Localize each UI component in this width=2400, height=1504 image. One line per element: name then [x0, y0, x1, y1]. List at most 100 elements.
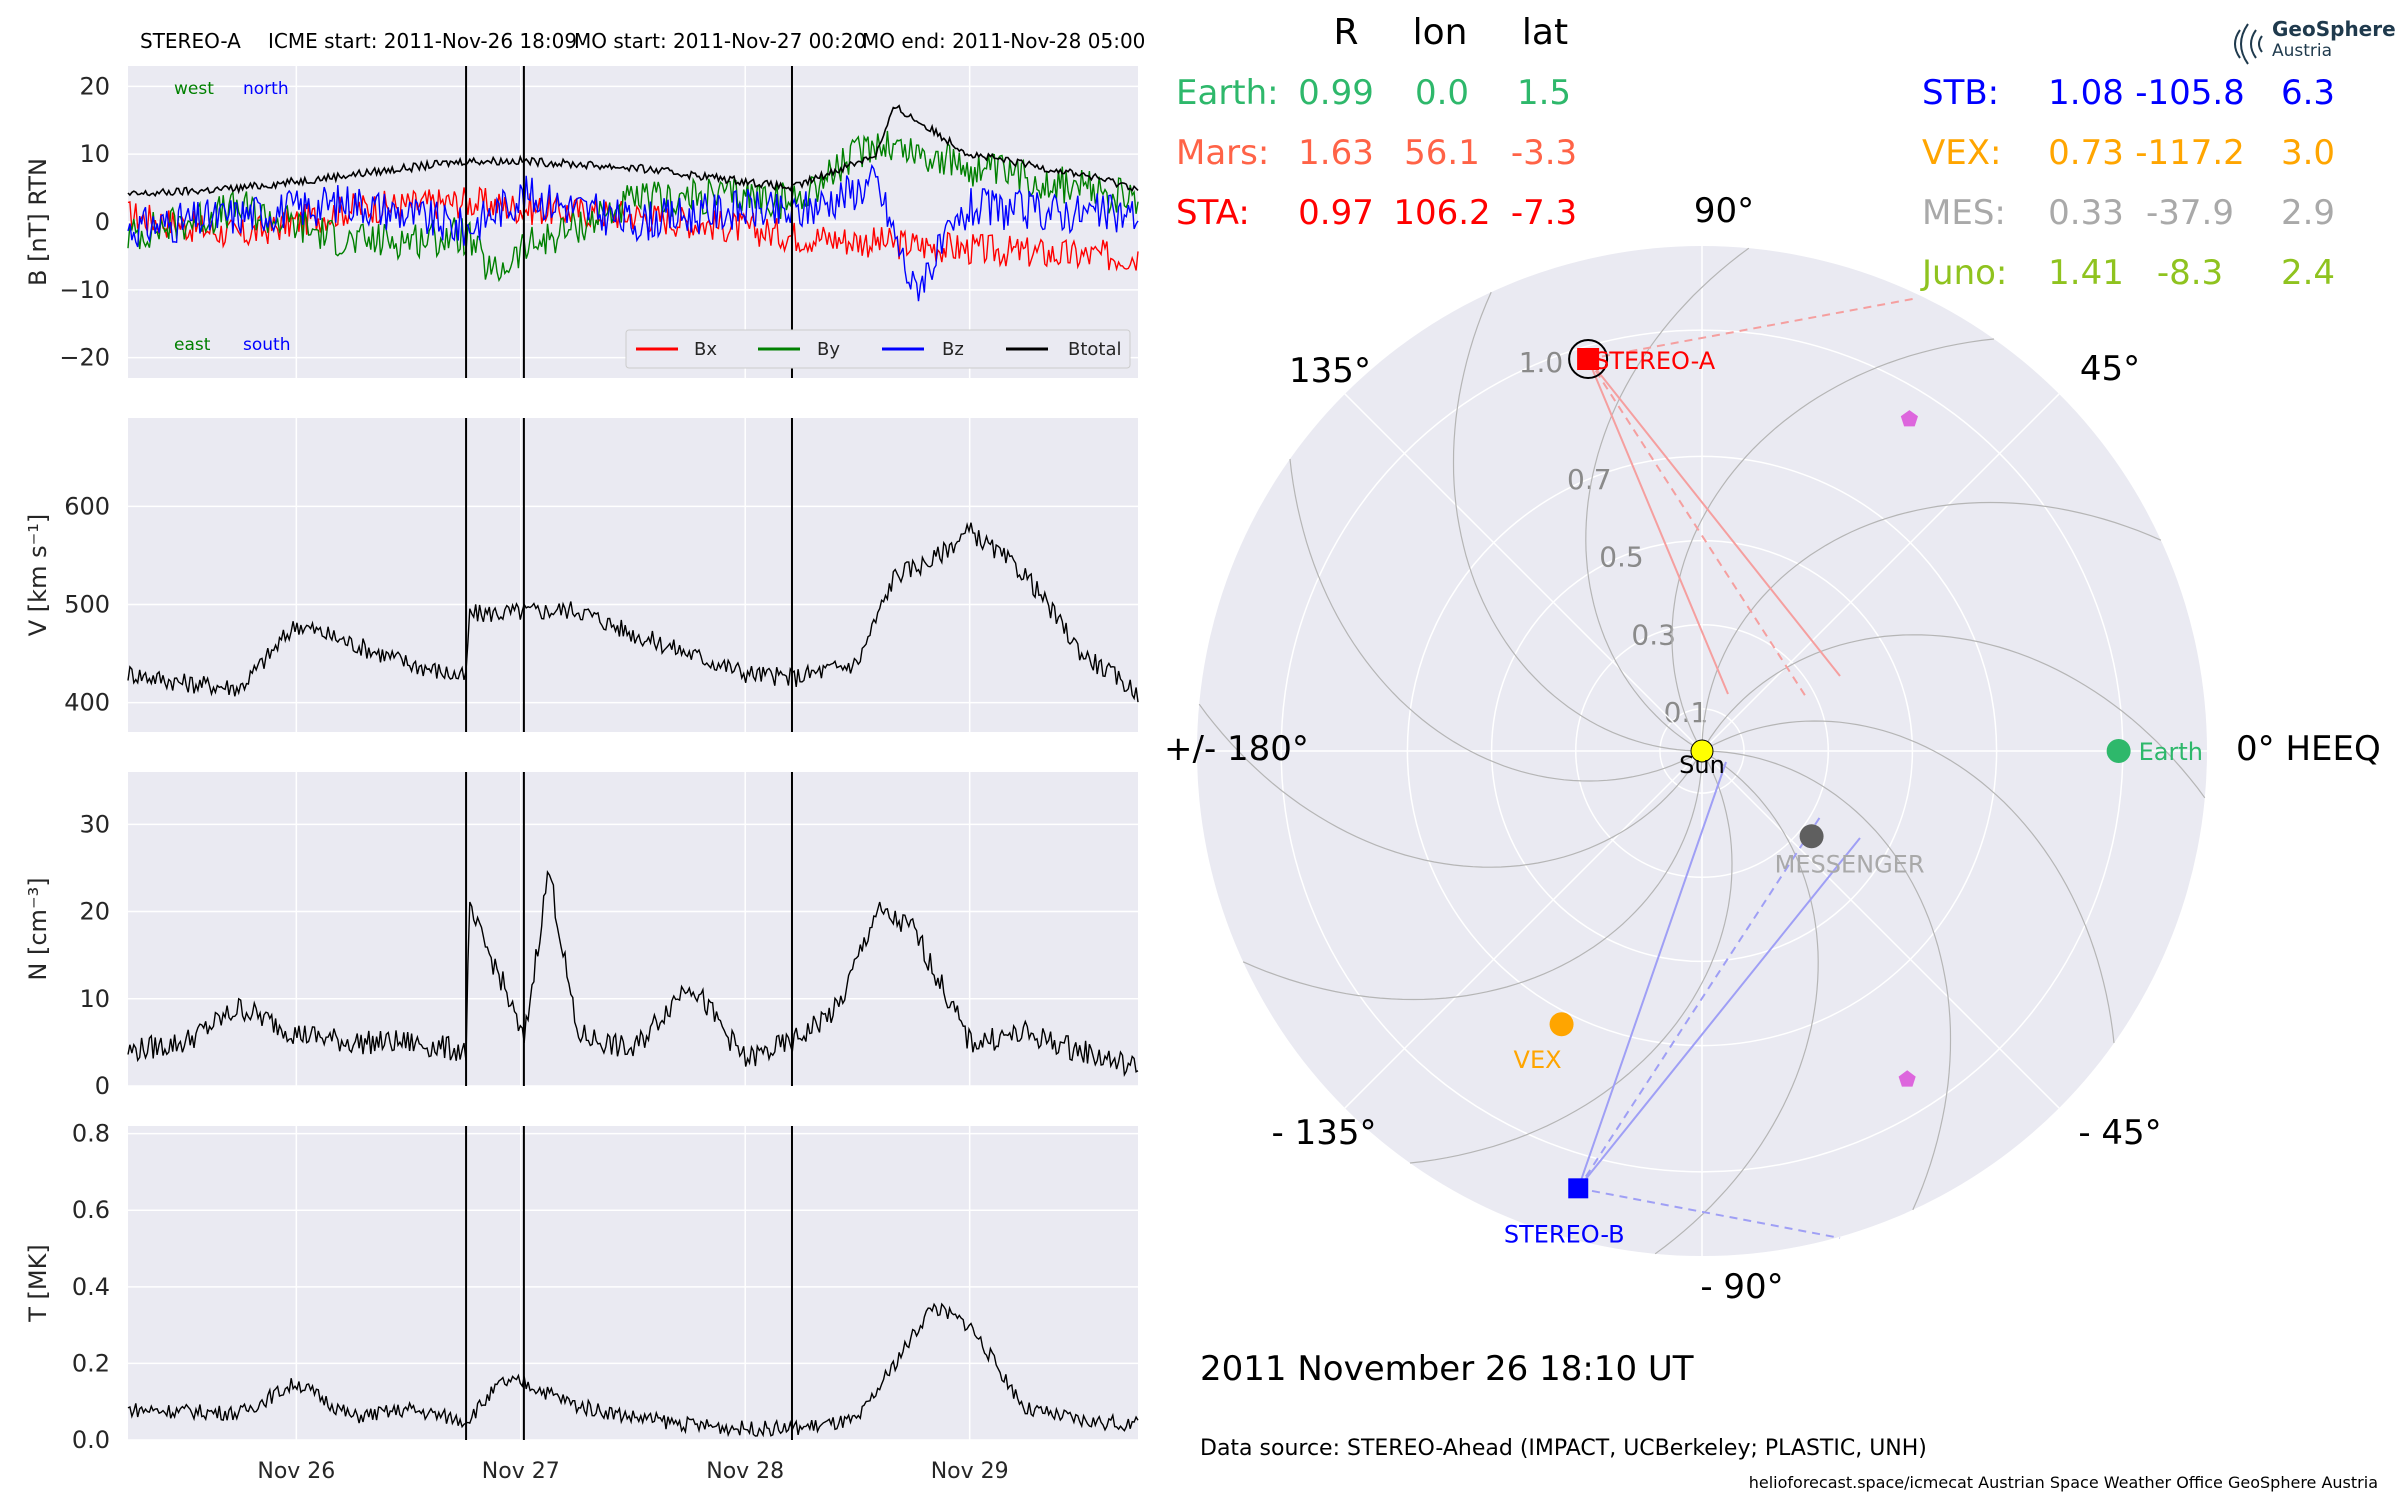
body-messenger-marker: [1799, 824, 1824, 849]
pos-lat: 6.3: [2281, 73, 2335, 113]
angle-label: 0° HEEQ: [2236, 729, 2381, 769]
pos-header-lon: lon: [1413, 12, 1468, 53]
body-stereo-b-marker: [1568, 1178, 1589, 1199]
polar-spoke: [1701, 393, 2060, 752]
sta-highlight-ring: [1568, 339, 1609, 380]
r-tick-label: 0.5: [1599, 541, 1644, 574]
panel-temperature: 0.0 0.2 0.4 0.6 0.8 Nov 26 Nov 27 Nov 28 Nov 29 T…: [24, 1120, 1139, 1484]
series-line-n: [127, 870, 1139, 1078]
legend-bx-label: Bx: [694, 339, 717, 360]
pos-name: VEX:: [1922, 133, 2002, 173]
legend-box: [625, 329, 1131, 369]
panel-density: 0 10 20 30 N [cm⁻³]: [24, 772, 1139, 1100]
legend-by-label: By: [817, 339, 840, 360]
pos-name: STB:: [1922, 73, 1999, 113]
xtick-label: Nov 26: [257, 1459, 335, 1484]
pos-r: 0.73: [2048, 133, 2124, 173]
pos-r: 0.97: [1298, 193, 1374, 233]
stb-fov-line: [1577, 761, 1727, 1189]
parker-spiral: [1242, 759, 1703, 1001]
geosphere-logo-icon: [2234, 23, 2263, 65]
body-stereo-a-label: STEREO-A: [1594, 347, 1716, 375]
pos-name: STA:: [1176, 193, 1250, 233]
footer-data-source: Data source: STEREO-Ahead (IMPACT, UCBer…: [1200, 1436, 1927, 1461]
pos-name: MES:: [1922, 193, 2006, 233]
angle-label: - 135°: [1272, 1113, 1377, 1153]
pos-lat: 2.4: [2281, 253, 2335, 293]
stb-fov-line: [1577, 837, 1861, 1189]
ytick-label: 10: [79, 985, 110, 1013]
body-stereo-a-marker: [1577, 348, 1600, 371]
angle-label: - 90°: [1700, 1267, 1783, 1307]
ytick-label: 0.0: [72, 1426, 110, 1454]
ytick-label: 600: [64, 492, 110, 520]
parker-spiral: [1409, 758, 1733, 1164]
angle-label: 45°: [2080, 349, 2140, 389]
header-mo-end: MO end: 2011-Nov-28 05:00: [862, 29, 1145, 53]
pos-lon: -8.3: [2157, 253, 2223, 293]
ytick-label: 20: [79, 898, 110, 926]
annotation-north: north: [243, 79, 289, 99]
angle-label: 90°: [1694, 191, 1754, 231]
stb-fov-line: [1578, 1187, 1841, 1239]
parker-spiral: [1710, 750, 1952, 1211]
annotation-east: east: [174, 335, 211, 355]
ytick-label: 0: [95, 1072, 110, 1100]
xtick-label: Nov 27: [482, 1459, 560, 1484]
body-psp-marker-2: [1898, 1070, 1916, 1087]
stb-fov-line: [1577, 813, 1823, 1189]
parker-spiral: [1289, 458, 1695, 782]
r-tick-label: 0.1: [1664, 696, 1709, 729]
ytick-label: −20: [59, 344, 110, 372]
pos-lat: -3.3: [1511, 133, 1577, 173]
pos-lon: -105.8: [2135, 73, 2245, 113]
panel-background: [128, 418, 1138, 732]
parker-spiral: [1671, 338, 1995, 744]
ytick-label: 400: [64, 689, 110, 717]
footer-datetime: 2011 November 26 18:10 UT: [1200, 1349, 1694, 1389]
series-line-t: [127, 1302, 1139, 1438]
header-mo-start: MO start: 2011-Nov-27 00:20: [574, 29, 866, 53]
pos-name: Mars:: [1176, 133, 1269, 173]
pos-header-r: R: [1333, 12, 1358, 53]
pos-lat: -7.3: [1511, 193, 1577, 233]
footer-credits: helioforecast.space/icmecat Austrian Spa…: [1749, 1473, 2378, 1492]
pos-lon: -37.9: [2146, 193, 2234, 233]
panel-magnetic-field: 20 10 0 −10 −20 B [nT] RTN: [24, 66, 1139, 378]
ytick-label: 30: [79, 810, 110, 838]
header-icme-start: ICME start: 2011-Nov-26 18:09: [268, 29, 577, 53]
ytick-label: 0.6: [72, 1196, 110, 1224]
sta-fov-line: [1587, 358, 1729, 695]
body-vex-marker: [1549, 1012, 1574, 1037]
parker-spiral: [1585, 247, 1750, 748]
parker-spiral: [1701, 501, 2162, 743]
pos-r: 1.63: [1298, 133, 1374, 173]
pos-r: 1.41: [2048, 253, 2124, 293]
angle-label: 135°: [1289, 351, 1371, 391]
pos-name: Juno:: [1920, 253, 2007, 293]
pos-r: 1.08: [2048, 73, 2124, 113]
xtick-label: Nov 29: [931, 1459, 1009, 1484]
ylabel: T [MK]: [24, 1244, 52, 1322]
sta-fov-line: [1587, 358, 1841, 677]
parker-spiral: [1705, 634, 2206, 799]
annotation-west: west: [174, 79, 214, 99]
ylabel: V [km s⁻¹]: [24, 514, 52, 636]
logo-line2: Austria: [2272, 41, 2332, 61]
pos-lon: 106.2: [1393, 193, 1490, 233]
body-earth-marker: [2106, 739, 2131, 763]
pos-lon: -117.2: [2135, 133, 2245, 173]
panel-speed: 400 500 600 V [km s⁻¹]: [24, 418, 1139, 732]
legend-btotal-label: Btotal: [1068, 339, 1122, 360]
parker-spiral: [1654, 754, 1819, 1255]
polar-spoke: [1344, 750, 1703, 1109]
ylabel: B [nT] RTN: [24, 158, 52, 286]
ytick-label: 0.4: [72, 1273, 110, 1301]
ylabel: N [cm⁻³]: [24, 877, 52, 980]
pos-header-lat: lat: [1522, 12, 1568, 53]
series-line-btotal: [127, 104, 1139, 198]
